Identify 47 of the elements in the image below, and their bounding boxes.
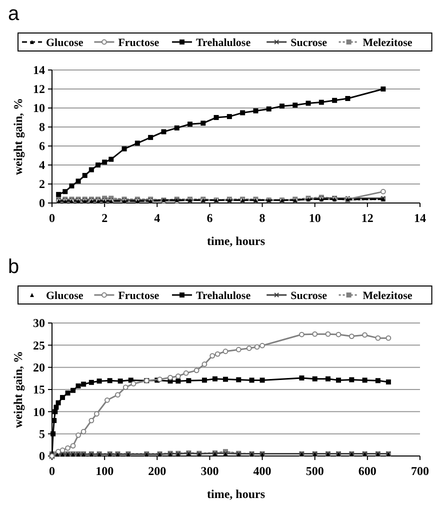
y-tick-label: 6: [39, 139, 45, 154]
y-tick-label: 10: [33, 404, 45, 419]
x-axis-title: time, hours: [207, 234, 266, 248]
legend-label: Trehalulose: [196, 36, 251, 49]
x-tick-label: 300: [200, 464, 219, 478]
x-tick-label: 2: [102, 211, 108, 225]
y-axis-title: weight gain, %: [11, 350, 25, 428]
x-tick-label: 10: [308, 211, 321, 225]
x-tick-label: 500: [306, 464, 324, 478]
y-tick-label: 25: [33, 338, 45, 352]
y-tick-label: 4: [39, 158, 45, 172]
x-tick-label: 8: [259, 211, 266, 225]
legend-label: Sucrose: [290, 36, 328, 49]
y-tick-label: 12: [33, 82, 45, 96]
chart-title: a: [8, 3, 20, 25]
chart-title: b: [8, 256, 20, 278]
x-tick-label: 600: [358, 464, 376, 478]
x-tick-label: 200: [148, 464, 166, 478]
y-tick-label: 15: [33, 382, 45, 397]
legend-label: Glucose: [46, 290, 84, 302]
x-tick-label: 0: [49, 211, 55, 225]
y-tick-label: 30: [33, 316, 45, 330]
x-tick-label: 0: [49, 464, 55, 478]
x-tick-label: 14: [414, 211, 426, 225]
legend-label: Sucrose: [290, 290, 328, 302]
y-tick-label: 14: [33, 63, 45, 78]
y-tick-label: 5: [39, 427, 45, 442]
x-axis-title: time, hours: [207, 487, 266, 501]
y-tick-label: 8: [39, 120, 45, 134]
legend-label: Trehalulose: [196, 290, 251, 302]
y-tick-label: 2: [39, 177, 45, 192]
legend-label: Glucose: [46, 36, 84, 49]
legend-label: Fructose: [118, 290, 160, 302]
y-tick-label: 0: [39, 449, 45, 464]
x-tick-label: 400: [253, 464, 272, 478]
y-tick-label: 20: [33, 360, 45, 375]
x-tick-label: 12: [361, 211, 374, 225]
y-tick-label: 10: [33, 101, 45, 116]
legend-label: Fructose: [118, 36, 160, 49]
legend-label: Melezitose: [362, 290, 412, 302]
legend-label: Melezitose: [362, 36, 412, 49]
x-tick-label: 700: [411, 464, 429, 478]
y-tick-label: 0: [39, 196, 45, 210]
x-tick-label: 4: [154, 211, 160, 225]
x-tick-label: 100: [96, 464, 114, 478]
x-tick-label: 6: [206, 211, 213, 225]
y-axis-title: weight gain, %: [11, 98, 25, 176]
